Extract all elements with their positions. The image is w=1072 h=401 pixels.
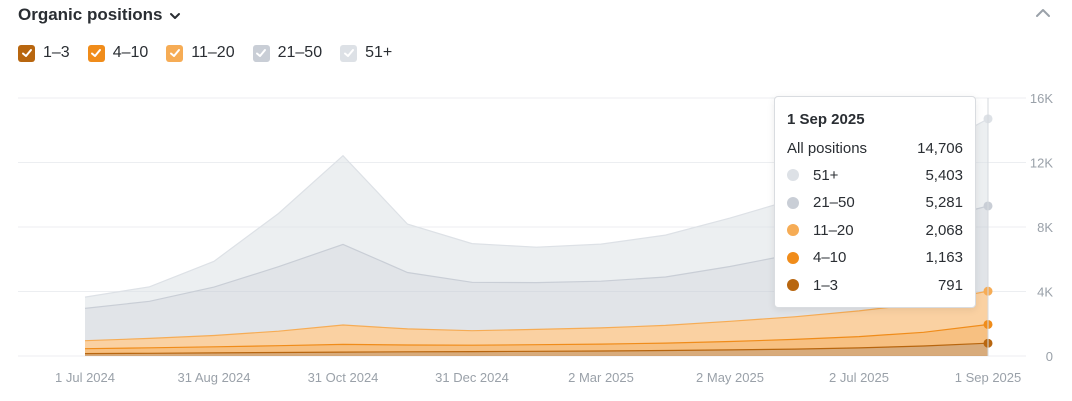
tooltip-row: 4–10 1,163 xyxy=(787,248,963,268)
tooltip-row: 51+ 5,403 xyxy=(787,165,963,185)
tooltip-row-label: 1–3 xyxy=(813,276,839,294)
legend-item[interactable]: 1–3 xyxy=(18,44,70,62)
legend: 1–3 4–10 11–20 21–50 51+ xyxy=(18,44,392,62)
tooltip-total-row: All positions 14,706 xyxy=(787,138,963,158)
legend-item[interactable]: 51+ xyxy=(340,44,392,62)
y-tick-label: 12K xyxy=(1030,156,1053,171)
checkbox-icon[interactable] xyxy=(340,44,358,62)
checkbox-icon[interactable] xyxy=(252,44,270,62)
checkbox-icon[interactable] xyxy=(166,44,184,62)
line-11–20 xyxy=(84,290,989,342)
tooltip-dot xyxy=(787,224,799,236)
tooltip-row-label: 4–10 xyxy=(813,249,847,266)
tooltip-row-value: 5,403 xyxy=(925,166,963,184)
x-tick-label: 2 Mar 2025 xyxy=(568,370,634,385)
section-header: Organic positions xyxy=(18,4,181,26)
x-tick-label: 1 Sep 2025 xyxy=(955,370,1022,385)
x-tick-label: 31 Oct 2024 xyxy=(308,370,379,385)
chart-tooltip: 1 Sep 2025 All positions 14,706 51+ 5,403… xyxy=(774,96,976,308)
tooltip-row-label: 21–50 xyxy=(813,194,855,211)
x-tick-label: 31 Aug 2024 xyxy=(177,370,250,385)
x-tick-label: 1 Jul 2024 xyxy=(55,370,115,385)
chevron-down-icon[interactable] xyxy=(169,10,181,22)
y-tick-label: 16K xyxy=(1030,91,1053,106)
legend-item[interactable]: 4–10 xyxy=(87,44,149,62)
chevron-up-icon[interactable] xyxy=(1034,6,1052,20)
tooltip-dot xyxy=(787,251,799,264)
checkbox-icon[interactable] xyxy=(87,44,105,62)
tooltip-row-value: 5,281 xyxy=(925,194,963,211)
tooltip-date: 1 Sep 2025 xyxy=(787,111,865,128)
y-tick-label: 0 xyxy=(1046,349,1053,364)
tooltip-total-label: All positions xyxy=(787,139,868,157)
tooltip-dot xyxy=(787,169,799,181)
tooltip-row: 11–20 2,068 xyxy=(787,220,963,240)
legend-label: 4–10 xyxy=(112,44,149,61)
checkbox-icon[interactable] xyxy=(18,44,35,62)
y-tick-label: 8K xyxy=(1037,220,1053,235)
x-tick-label: 31 Dec 2024 xyxy=(435,370,509,385)
area-11–20 xyxy=(85,291,988,349)
line-4–10 xyxy=(84,323,989,350)
tooltip-total-value: 14,706 xyxy=(917,139,963,157)
legend-label: 21–50 xyxy=(277,44,323,61)
tooltip-row: 1–3 791 xyxy=(787,275,963,295)
tooltip-row-value: 791 xyxy=(937,276,963,294)
tooltip-row-label: 51+ xyxy=(813,166,839,184)
tooltip-row-label: 11–20 xyxy=(813,221,854,239)
area-21–50 xyxy=(85,206,988,341)
legend-label: 51+ xyxy=(365,44,393,61)
area-4–10 xyxy=(85,324,988,354)
legend-label: 1–3 xyxy=(43,44,70,61)
x-tick-label: 2 May 2025 xyxy=(696,370,764,385)
y-tick-label: 4K xyxy=(1037,285,1053,300)
tooltip-row-value: 1,163 xyxy=(925,249,963,266)
tooltip-row: 21–50 5,281 xyxy=(787,193,963,213)
section-title[interactable]: Organic positions xyxy=(18,5,163,24)
tooltip-dot xyxy=(787,196,799,209)
tooltip-row-value: 2,068 xyxy=(925,221,963,239)
legend-label: 11–20 xyxy=(191,44,235,61)
legend-item[interactable]: 21–50 xyxy=(252,44,323,62)
tooltip-dot xyxy=(787,279,799,291)
x-tick-label: 2 Jul 2025 xyxy=(829,370,889,385)
legend-item[interactable]: 11–20 xyxy=(166,44,235,62)
line-1–3 xyxy=(84,342,989,355)
